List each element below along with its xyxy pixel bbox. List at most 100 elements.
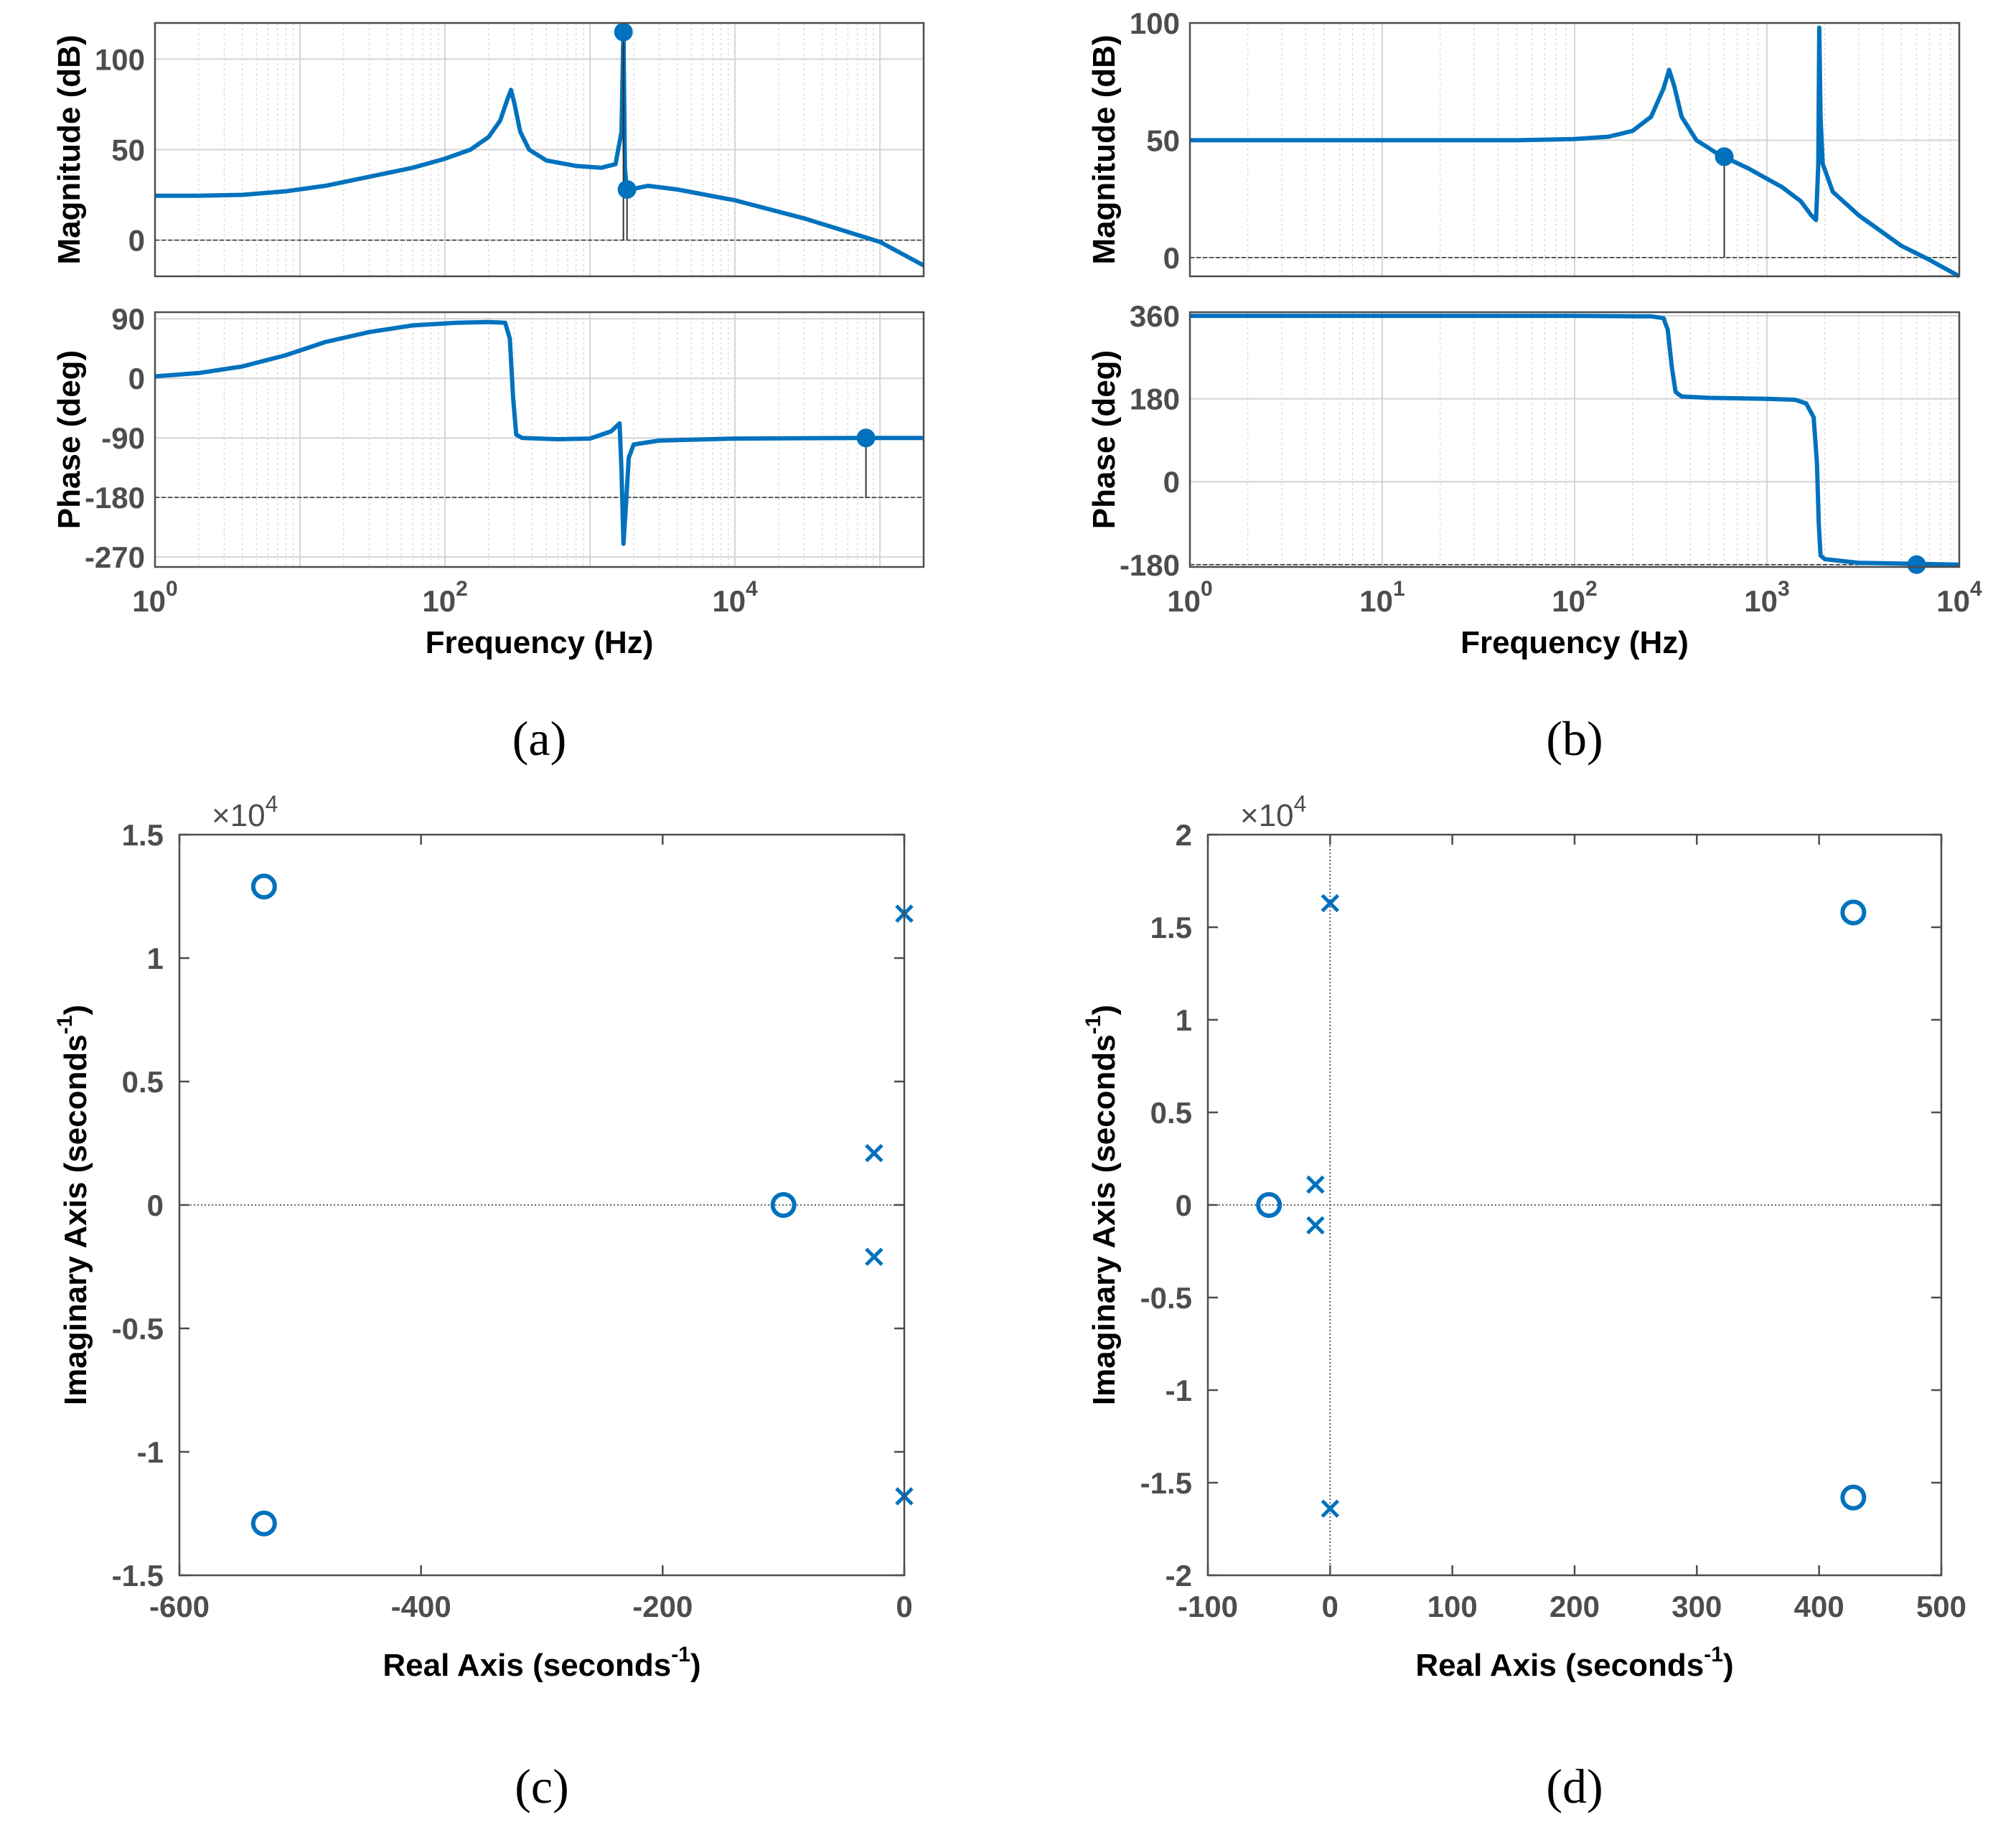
- bode-b-mag-marker-point: [1715, 147, 1734, 166]
- pz-c-ytick-label: 0: [147, 1188, 164, 1222]
- pz-c-xlabel: Real Axis (seconds-1): [383, 1643, 700, 1683]
- pz-c-xlabel-exp: -1: [671, 1643, 690, 1666]
- bode-b-phase-frame: [1188, 311, 1961, 568]
- bode-b-phase-ytick-label: -180: [1120, 548, 1180, 582]
- pz-c-y-multiplier-exp: 4: [266, 791, 278, 817]
- pz-c-xlabel-close: ): [690, 1648, 701, 1683]
- bode-b-phase-ylabel: Phase (deg): [1087, 350, 1122, 529]
- bode-b-mag-ytick-label: 0: [1163, 241, 1180, 275]
- pz-d-pole-marker: [1306, 1175, 1325, 1194]
- panel-c-pole-zero: -600 -400 -200 0 1.5 1 0.5 0 -0.5 -1 -1.5 ×104 Real …: [53, 791, 914, 1814]
- pz-c-y-multiplier: ×104: [212, 791, 278, 833]
- pz-c-ylabel: Imaginary Axis (seconds-1): [53, 1005, 93, 1405]
- bode-a-mag-series-line: [155, 28, 925, 268]
- bode-b-phase-ytick-label: 180: [1130, 383, 1180, 416]
- pz-d-y-multiplier: ×104: [1240, 791, 1306, 833]
- bode-a-phase-series-line: [154, 319, 924, 546]
- bode-a-phase-ylabel: Phase (deg): [52, 350, 87, 529]
- pz-c-xtick-label: -200: [632, 1590, 693, 1623]
- bode-a-mag-ytick-label: 0: [128, 224, 145, 258]
- pz-d-xtick-label: 300: [1671, 1590, 1722, 1623]
- bode-a-xlabel: Frequency (Hz): [426, 625, 654, 660]
- bode-b-xtick-label: 104: [1936, 577, 1982, 618]
- pz-d-ytick-label: -0.5: [1140, 1281, 1192, 1315]
- pz-c-xlabel-text: Real Axis (seconds: [383, 1648, 671, 1683]
- panel-d-pole-zero: -100 0 100 200 300 400 500 2 1.5 1 0.5 0 -0.5 -1 -1.5 -…: [1082, 791, 1966, 1814]
- pz-c-ytick-label: 1.5: [122, 818, 164, 852]
- pz-c-ytick-label: -1.5: [112, 1559, 164, 1593]
- pz-d-zero-marker: [1840, 899, 1867, 926]
- pz-d-xtick-label: 500: [1916, 1590, 1966, 1623]
- pz-d-xtick-label: 100: [1427, 1590, 1478, 1623]
- bode-a-phase-ytick-label: -180: [85, 481, 145, 515]
- pz-c-zero-marker: [770, 1192, 797, 1218]
- pz-c-ylabel-close: ): [58, 1005, 93, 1016]
- bode-a-mag-ytick-label: 100: [95, 42, 145, 76]
- pz-d-ylabel-text: Imaginary Axis (seconds: [1087, 1034, 1122, 1405]
- pz-d-ytick-label: 1: [1176, 1003, 1192, 1037]
- pz-d-ylabel-close: ): [1087, 1005, 1122, 1016]
- pz-c-ytick-label: 0.5: [122, 1065, 164, 1099]
- bode-b-phase-marker-point: [1907, 555, 1926, 574]
- pz-d-xlabel-close: ): [1723, 1648, 1734, 1683]
- bode-a-mag-ytick-label: 50: [111, 133, 145, 167]
- pz-c-ytick-label: -1: [137, 1435, 164, 1469]
- caption-c: (c): [515, 1759, 568, 1814]
- pz-c-zero-marker: [250, 1510, 277, 1537]
- pz-c-ylabel-exp: -1: [53, 1016, 77, 1035]
- pz-d-xlabel: Real Axis (seconds-1): [1415, 1643, 1733, 1683]
- pz-d-xtick-label: 200: [1549, 1590, 1600, 1623]
- bode-b-xtick-label-base: 10: [1744, 584, 1778, 618]
- bode-b-xtick-label-base: 10: [1167, 584, 1201, 618]
- pz-d-ytick-label: -2: [1166, 1559, 1192, 1593]
- pz-d-ylabel-exp: -1: [1082, 1016, 1105, 1035]
- bode-b-mag-ytick-label: 50: [1146, 123, 1180, 157]
- pz-d-xlabel-exp: -1: [1704, 1643, 1723, 1666]
- bode-b-mag-frame: [1188, 22, 1961, 278]
- bode-a-phase-ytick-label: 0: [128, 362, 145, 395]
- pz-d-ytick-label: -1.5: [1140, 1466, 1192, 1500]
- bode-a-xtick-label: 104: [712, 577, 758, 618]
- bode-b-phase-ytick-label: 0: [1163, 465, 1180, 499]
- bode-b-xtick-label-exp: 0: [1201, 577, 1213, 601]
- pz-d-zero-marker: [1256, 1192, 1282, 1218]
- pz-d-xtick-label: 0: [1322, 1590, 1338, 1623]
- bode-b-phase-ytick-label: 360: [1130, 299, 1180, 333]
- pz-d-pole-marker: [1321, 893, 1340, 913]
- pz-d-zero-marker: [1840, 1484, 1867, 1511]
- pz-d-ytick-label: 0: [1176, 1188, 1192, 1222]
- pz-d-xlabel-text: Real Axis (seconds: [1415, 1648, 1704, 1683]
- bode-a-phase-ytick-label: 90: [111, 302, 145, 336]
- pz-c-ytick-label: 1: [147, 942, 164, 975]
- pz-d-y-multiplier-exp: 4: [1294, 791, 1307, 817]
- pz-c-xtick-label: -400: [391, 1590, 451, 1623]
- caption-a: (a): [512, 711, 566, 766]
- caption-d: (d): [1546, 1759, 1603, 1814]
- pz-d-frame: [1206, 833, 1943, 1577]
- pz-c-xtick-label: -600: [149, 1590, 210, 1623]
- bode-b-xtick-label: 101: [1359, 577, 1405, 618]
- pz-d-ytick-label: 1.5: [1150, 911, 1192, 944]
- pz-c-frame: [178, 833, 906, 1577]
- bode-a-mag-marker-point: [614, 22, 633, 42]
- pz-d-pole-marker: [1321, 1499, 1340, 1518]
- bode-b-xtick-label-exp: 1: [1393, 577, 1405, 601]
- pz-c-zero-marker: [250, 873, 277, 900]
- bode-b-phase-series-line: [1190, 314, 1960, 567]
- bode-b-mag-series-line: [1190, 25, 1961, 278]
- bode-b-xlabel: Frequency (Hz): [1460, 625, 1689, 660]
- bode-a-phase-ytick-label: -90: [101, 421, 145, 455]
- pz-c-pole-marker: [865, 1247, 883, 1267]
- pz-d-xtick-label: -100: [1178, 1590, 1238, 1623]
- pz-d-xtick-label: 400: [1794, 1590, 1844, 1623]
- pz-c-ylabel-text: Imaginary Axis (seconds: [58, 1034, 93, 1405]
- bode-a-xtick-label-base: 10: [422, 584, 456, 618]
- bode-a-xtick-label: 100: [132, 577, 177, 618]
- pz-d-ylabel: Imaginary Axis (seconds-1): [1082, 1005, 1122, 1405]
- bode-b-xtick-label: 103: [1744, 577, 1789, 618]
- bode-b-xtick-label: 102: [1552, 577, 1597, 618]
- pz-d-ytick-label: 0.5: [1150, 1096, 1192, 1130]
